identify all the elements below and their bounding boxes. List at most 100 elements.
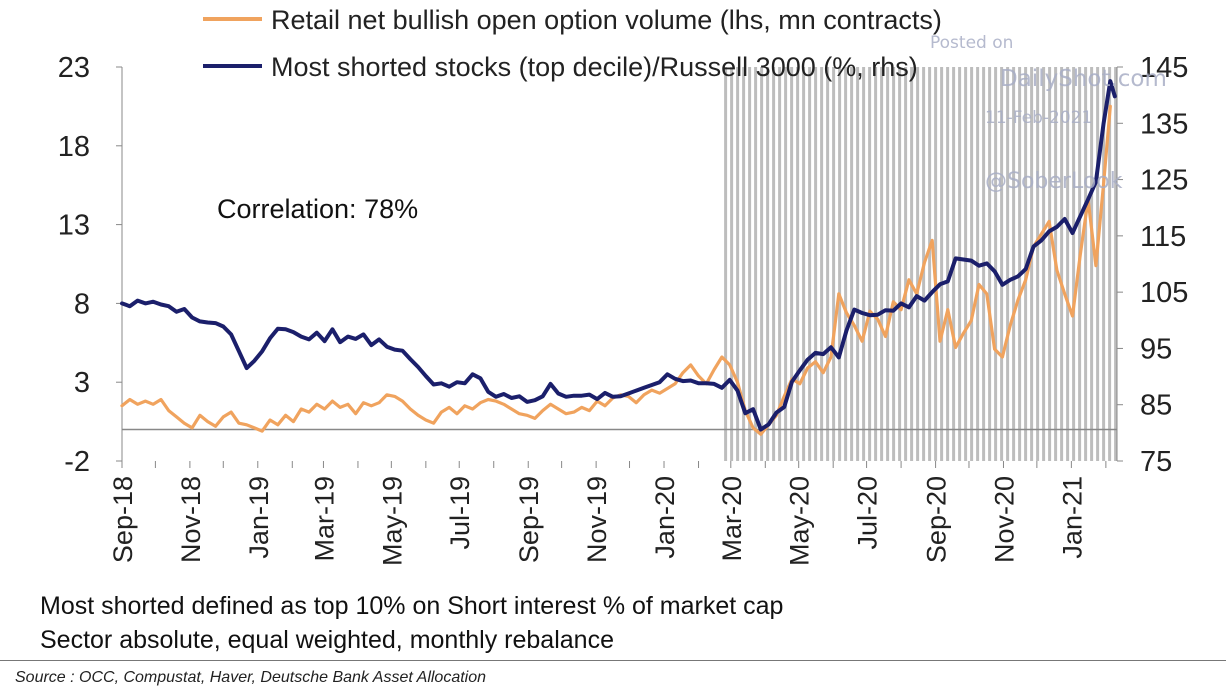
shading-stripe [958,67,962,461]
divider [0,660,1226,661]
shading-stripe [832,67,836,461]
shading-stripe [754,67,758,461]
x-tick-label: Sep-18 [108,476,138,563]
shading-stripe [802,67,806,461]
x-tick-label: May-19 [377,476,407,566]
x-tick-label: Jan-21 [1057,476,1087,559]
shading-stripe [838,67,842,461]
x-tick-label: Nov-20 [990,476,1020,563]
right-tick-label: 145 [1140,52,1188,84]
legend: Retail net bullish open option volume (l… [203,5,942,82]
correlation-annotation: Correlation: 78% [217,194,418,224]
shading-stripe [1018,67,1022,461]
shading-stripe [778,67,782,461]
legend-label-shorted: Most shorted stocks (top decile)/Russell… [271,52,918,82]
source-note: Source : OCC, Compustat, Haver, Deutsche… [15,669,487,686]
x-tick-label: Jul-20 [853,476,883,550]
left-axis-ticks: 23 18 13 8 3 -2 [58,52,122,478]
x-tick-label: Mar-19 [309,476,339,562]
left-tick-label: 23 [58,52,90,84]
right-tick-label: 135 [1140,108,1188,140]
shading-stripe [946,67,950,461]
shading-stripe [1012,67,1016,461]
shading-stripe [730,67,734,461]
watermark-date: 11-Feb-2021 [985,108,1092,128]
series-line-retail-option-volume [120,104,1112,436]
shading-stripe [1042,67,1046,461]
shading-stripe [790,67,794,461]
shading-stripe [1030,67,1034,461]
left-tick-label: 18 [58,131,90,163]
shading-stripe [808,67,812,461]
footnote-1: Most shorted defined as top 10% on Short… [40,592,784,620]
shading-stripe [850,67,854,461]
left-tick-label: 8 [74,288,90,320]
shading-stripe [892,67,896,461]
right-tick-label: 115 [1140,221,1186,253]
shading-stripe [904,67,908,461]
watermark-handle: @SoberLook [985,169,1123,194]
shading-stripe [910,67,914,461]
shading-stripe [844,67,848,461]
shading-stripe [1048,67,1052,461]
shading-stripe [1000,67,1004,461]
footnote-2: Sector absolute, equal weighted, monthly… [40,626,614,654]
shading-stripe [874,67,878,461]
shading-stripe [1090,67,1094,461]
x-tick-label: Jan-19 [244,476,274,559]
axis-lines [121,67,1118,461]
shading-stripe [916,67,920,461]
shading-stripe [880,67,884,461]
shading-stripe [994,67,998,461]
shading-stripe [1036,67,1040,461]
right-axis-ticks: 145 135 125 115 105 95 85 75 [1117,52,1188,478]
shading-stripe [898,67,902,461]
shading-stripe [868,67,872,461]
shading-stripe [862,67,866,461]
shading-stripe [766,67,770,461]
right-tick-label: 85 [1140,390,1172,422]
watermark: Posted on DailyShot.com 11-Feb-2021 @Sob… [930,33,1167,194]
x-tick-label: Sep-20 [922,476,952,563]
series-line-most-shorted-ratio [120,79,1117,432]
x-tick-label: Jan-20 [650,476,680,559]
watermark-site: DailyShot.com [1000,66,1167,92]
x-axis-ticks: Sep-18 Nov-18 Jan-19 Mar-19 May-19 Jul-19 Sep-… [108,461,1107,566]
legend-label-retail: Retail net bullish open option volume (l… [271,5,942,35]
right-tick-label: 95 [1140,333,1172,365]
shading-stripe [760,67,764,461]
shading-stripe [1102,67,1106,461]
shading-stripe [1066,67,1070,461]
shading-stripe [742,67,746,461]
shading-stripe [856,67,860,461]
x-tick-label: Nov-18 [176,476,206,563]
x-tick-label: Mar-20 [717,476,747,562]
shading-stripe [1108,67,1112,461]
x-tick-label: Jul-19 [445,476,475,550]
shading-stripe [796,67,800,461]
shading-stripe [736,67,740,461]
shading-stripe [724,67,728,461]
x-tick-label: Sep-19 [514,476,544,563]
shading-stripe [1006,67,1010,461]
watermark-posted-on: Posted on [930,33,1013,53]
shading-stripe [1084,67,1088,461]
shading-stripe [940,67,944,461]
shading-stripe [928,67,932,461]
shading-stripe [814,67,818,461]
shading-stripe [826,67,830,461]
shading-stripe [1114,67,1118,461]
shading-stripe [964,67,968,461]
left-tick-label: 13 [58,210,90,242]
shading-stripe [820,67,824,461]
shading-stripe [1072,67,1076,461]
right-tick-label: 105 [1140,277,1188,309]
shading-stripe [772,67,776,461]
right-tick-label: 125 [1140,165,1188,197]
shading-stripe [970,67,974,461]
x-tick-label: Nov-19 [582,476,612,563]
x-tick-label: May-20 [785,476,815,566]
left-tick-label: -2 [64,446,90,478]
shading-stripe [784,67,788,461]
